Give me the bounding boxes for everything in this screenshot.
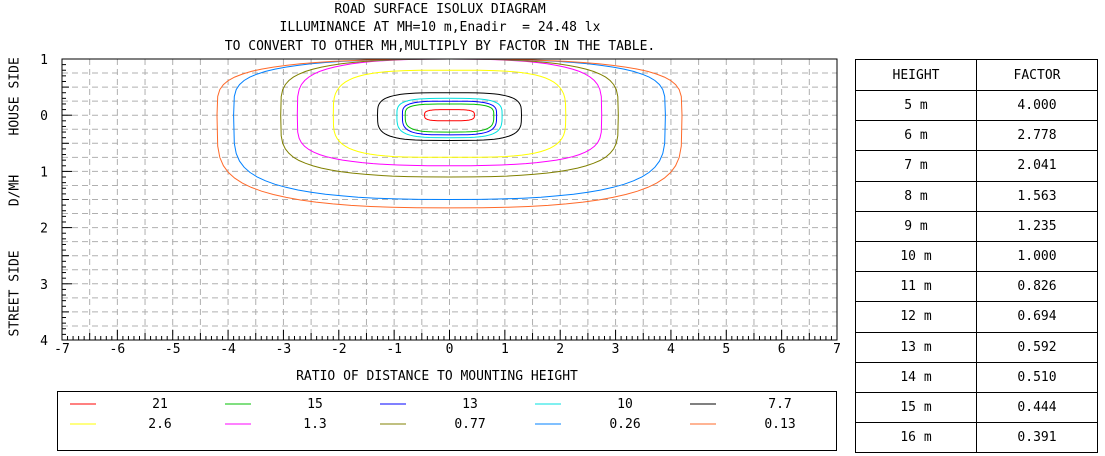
x-tick-label: 1 <box>501 342 509 357</box>
chart-subtitle-conversion: TO CONVERT TO OTHER MH,MULTIPLY BY FACTO… <box>224 39 656 54</box>
isolux-plot: -7 -6 -5 -4 -3 -2 -1 0 1 2 3 4 5 6 7 1 0 1 2 3 4 RATIO OF DI… <box>40 53 841 384</box>
factor-table-header: HEIGHT FACTOR <box>855 59 1098 91</box>
isolux-contour-7-7 <box>376 92 523 142</box>
legend-entries: 21 15 13 10 7.7 2.6 1.3 0.77 0.26 0.13 <box>70 397 796 432</box>
header-factor: FACTOR <box>976 59 1098 91</box>
y-axis-label-street-side: STREET SIDE <box>7 250 23 337</box>
height-cell: 10 m <box>855 240 977 273</box>
isolux-contour-13 <box>401 100 498 136</box>
x-tick-label: 6 <box>778 342 786 357</box>
y-tick-label: 4 <box>40 334 48 349</box>
height-cell: 8 m <box>855 180 977 212</box>
y-axis-label-house-side: HOUSE SIDE <box>7 57 23 136</box>
y-tick-label: 3 <box>40 278 48 293</box>
isolux-contour-2-6 <box>332 69 567 158</box>
factor-cell: 1.235 <box>976 210 1098 242</box>
height-cell: 11 m <box>855 271 977 303</box>
legend: 21 15 13 10 7.7 2.6 1.3 0.77 0.26 0.13 <box>57 391 837 451</box>
legend-label: 21 <box>152 397 168 412</box>
y-tick-label: 1 <box>40 53 48 68</box>
height-cell: 12 m <box>855 301 977 333</box>
isolux-contour-0-77 <box>280 58 619 178</box>
chart-subtitle-illuminance: ILLUMINANCE AT MH=10 m,Enadir = 24.48 lx <box>279 20 601 35</box>
isolux-contour-1-3 <box>296 58 603 167</box>
y-tick-label: 1 <box>40 165 48 180</box>
factor-cell: 0.592 <box>976 331 1098 363</box>
legend-label: 10 <box>617 397 633 412</box>
factor-cell: 0.444 <box>976 391 1098 424</box>
height-cell: 7 m <box>855 150 977 182</box>
factor-cell: 1.563 <box>976 180 1098 212</box>
x-tick-label: 5 <box>722 342 730 357</box>
height-cell: 14 m <box>855 361 977 393</box>
table-row: 16 m 0.391 <box>855 422 1098 454</box>
tick-layer: -7 -6 -5 -4 -3 -2 -1 0 1 2 3 4 5 6 7 1 0 1 2 3 4 <box>40 53 841 357</box>
height-cell: 16 m <box>855 422 977 454</box>
x-tick-label: -2 <box>331 342 347 357</box>
legend-label: 0.13 <box>764 417 795 432</box>
legend-label: 2.6 <box>148 417 171 432</box>
table-row: 11 m 0.826 <box>855 271 1098 303</box>
legend-label: 0.26 <box>609 417 640 432</box>
table-row: 8 m 1.563 <box>855 180 1098 212</box>
x-tick-label: 2 <box>556 342 564 357</box>
factor-cell: 2.778 <box>976 120 1098 152</box>
legend-label: 0.77 <box>454 417 485 432</box>
legend-label: 7.7 <box>768 397 791 412</box>
table-row: 5 m 4.000 <box>855 89 1098 122</box>
x-tick-label: 4 <box>667 342 675 357</box>
x-tick-label: -1 <box>386 342 402 357</box>
table-row: 10 m 1.000 <box>855 240 1098 273</box>
y-axis-label-dmh: D/MH <box>7 174 23 207</box>
table-row: 15 m 0.444 <box>855 391 1098 424</box>
header-height: HEIGHT <box>855 59 977 91</box>
x-tick-label: 3 <box>612 342 620 357</box>
x-tick-label: 7 <box>833 342 841 357</box>
x-tick-label: -3 <box>276 342 292 357</box>
table-row: 14 m 0.510 <box>855 361 1098 393</box>
contour-layer <box>216 58 683 209</box>
chart-title: ROAD SURFACE ISOLUX DIAGRAM <box>334 2 546 17</box>
table-row: 9 m 1.235 <box>855 210 1098 242</box>
height-cell: 5 m <box>855 89 977 122</box>
isolux-contour-10 <box>396 97 503 139</box>
isolux-contour-0-26 <box>233 58 666 201</box>
factor-cell: 0.826 <box>976 271 1098 303</box>
isolux-contour-15 <box>404 103 495 133</box>
table-row: 7 m 2.041 <box>855 150 1098 182</box>
height-cell: 9 m <box>855 210 977 242</box>
factor-table: HEIGHT FACTOR 5 m 4.000 6 m 2.778 7 m 2.041 8 … <box>855 59 1098 454</box>
x-tick-label: -7 <box>54 342 70 357</box>
table-row: 12 m 0.694 <box>855 301 1098 333</box>
legend-label: 15 <box>307 397 323 412</box>
height-cell: 6 m <box>855 120 977 152</box>
factor-cell: 4.000 <box>976 89 1098 122</box>
isolux-contour-21 <box>424 109 475 122</box>
height-cell: 13 m <box>855 331 977 363</box>
factor-cell: 2.041 <box>976 150 1098 182</box>
table-row: 13 m 0.592 <box>855 331 1098 363</box>
table-row: 6 m 2.778 <box>855 120 1098 152</box>
isolux-contour-0-13 <box>216 58 683 209</box>
x-tick-label: -4 <box>220 342 236 357</box>
factor-cell: 0.510 <box>976 361 1098 393</box>
height-cell: 15 m <box>855 391 977 424</box>
legend-label: 1.3 <box>303 417 326 432</box>
y-tick-label: 2 <box>40 222 48 237</box>
y-tick-label: 0 <box>40 109 48 124</box>
x-axis-label: RATIO OF DISTANCE TO MOUNTING HEIGHT <box>296 369 578 384</box>
factor-cell: 1.000 <box>976 240 1098 273</box>
factor-cell: 0.694 <box>976 301 1098 333</box>
factor-cell: 0.391 <box>976 422 1098 454</box>
x-tick-label: -6 <box>110 342 126 357</box>
x-tick-label: 0 <box>446 342 454 357</box>
legend-label: 13 <box>462 397 478 412</box>
x-tick-label: -5 <box>165 342 181 357</box>
